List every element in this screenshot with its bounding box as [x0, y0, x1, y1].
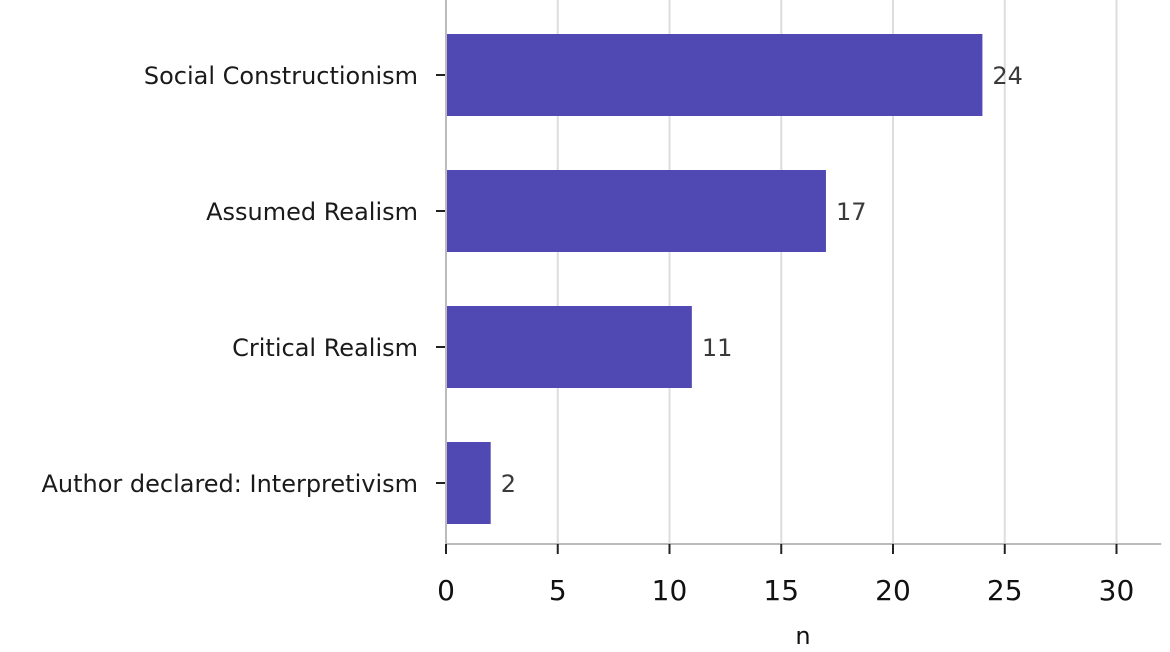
x-axis-title: n: [795, 622, 810, 650]
x-tick-label: 30: [1099, 574, 1135, 607]
axes: [436, 0, 1162, 554]
data-label: 17: [836, 198, 867, 226]
category-label: Author declared: Interpretivism: [41, 470, 418, 498]
category-label: Social Constructionism: [144, 62, 418, 90]
labels: 24 Social Constructionism 17 Assumed Realis…: [41, 62, 1134, 607]
bar: [446, 306, 692, 388]
x-tick-label: 15: [763, 574, 799, 607]
x-tick-label: 20: [875, 574, 911, 607]
data-label: 2: [501, 470, 516, 498]
x-tick-label: 0: [437, 574, 455, 607]
x-tick-label: 5: [549, 574, 567, 607]
bar: [446, 442, 491, 524]
bar: [446, 170, 826, 252]
data-label: 11: [702, 334, 733, 362]
category-label: Critical Realism: [232, 334, 418, 362]
x-tick-label: 25: [987, 574, 1023, 607]
x-tick-label: 10: [652, 574, 688, 607]
bar: [446, 34, 983, 116]
bars: [446, 34, 983, 524]
category-label: Assumed Realism: [206, 198, 418, 226]
data-label: 24: [992, 62, 1023, 90]
